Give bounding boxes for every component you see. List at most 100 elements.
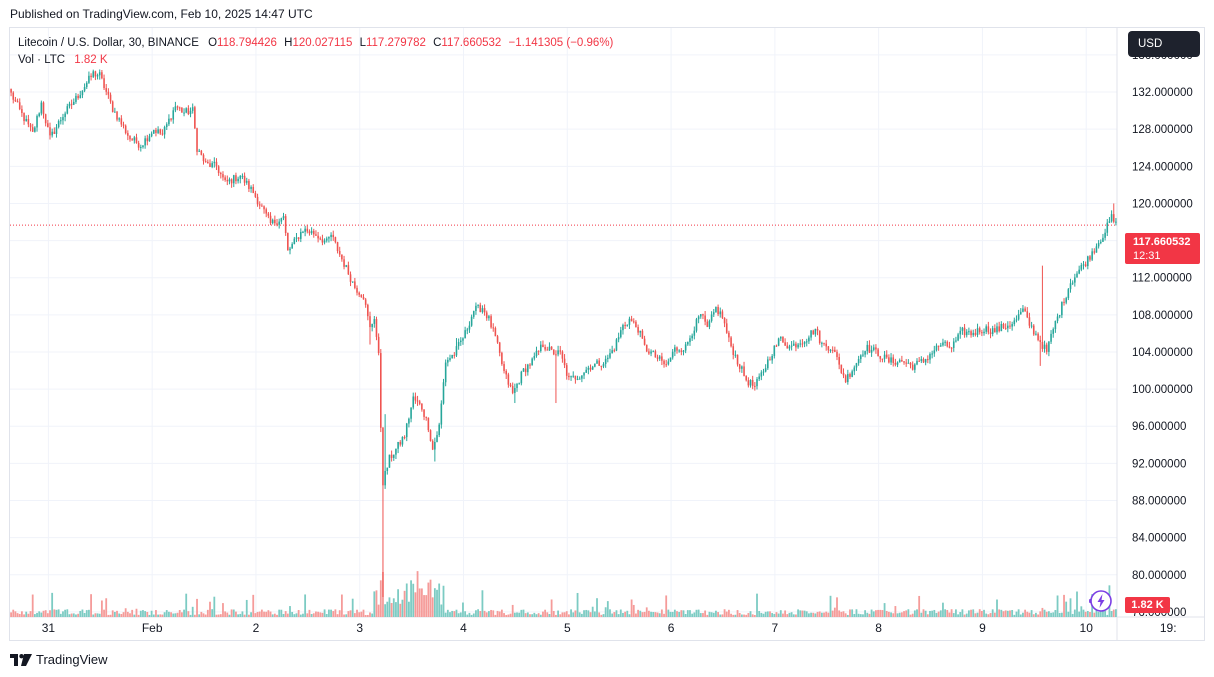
volume-bar xyxy=(879,609,882,617)
candle-body xyxy=(693,330,696,336)
lightning-bolt-icon[interactable] xyxy=(1089,589,1113,613)
x-tick-label: 31 xyxy=(42,621,56,635)
volume-bar xyxy=(952,613,955,617)
volume-bar xyxy=(176,612,179,617)
candle-body xyxy=(1091,251,1093,260)
candle xyxy=(222,171,224,181)
candle xyxy=(507,372,510,388)
candle-body xyxy=(689,338,691,343)
volume-bar xyxy=(905,610,908,617)
candle-body xyxy=(40,102,43,114)
volume-bar xyxy=(578,612,581,617)
volume-bar xyxy=(472,613,475,617)
volume-bar xyxy=(857,613,860,617)
candle xyxy=(654,349,657,358)
candle xyxy=(896,361,899,368)
candle xyxy=(1000,321,1003,332)
candle-body xyxy=(730,337,732,347)
candle-body xyxy=(477,304,479,306)
volume-bar xyxy=(369,612,371,617)
volume-bar xyxy=(710,612,713,617)
candle-body xyxy=(351,281,354,283)
candle xyxy=(708,319,711,330)
volume-bar xyxy=(185,593,188,617)
candle-body xyxy=(914,364,916,370)
candle-body xyxy=(754,385,756,387)
candle xyxy=(914,363,916,373)
tradingview-logo[interactable]: TradingView xyxy=(10,652,108,667)
candle-body xyxy=(518,383,520,385)
volume-bar xyxy=(810,612,812,617)
candle xyxy=(717,304,719,317)
volume-bar xyxy=(963,614,966,617)
candle xyxy=(371,323,373,332)
volume-bar xyxy=(457,613,460,617)
volume-bar xyxy=(10,612,12,617)
candle-body xyxy=(280,218,283,222)
volume-bar xyxy=(546,612,549,617)
volume-bar xyxy=(1115,609,1117,617)
candle-body xyxy=(799,343,802,345)
candle-body xyxy=(55,127,58,134)
candle xyxy=(384,414,386,489)
candle xyxy=(258,201,261,210)
candle-body xyxy=(572,375,575,377)
volume-bar xyxy=(377,604,380,617)
volume-bar xyxy=(771,613,774,617)
candle-body xyxy=(291,244,293,249)
volume-bar xyxy=(1028,612,1031,617)
candle-body xyxy=(408,418,410,424)
volume-bar xyxy=(535,614,538,617)
candle xyxy=(75,93,77,104)
volume-bar xyxy=(198,614,201,617)
volume-bar xyxy=(803,610,806,617)
volume-bar xyxy=(591,606,594,617)
candle-body xyxy=(429,430,432,441)
legend-volume-value: 1.82 K xyxy=(74,54,108,66)
candle xyxy=(395,448,397,460)
candle xyxy=(743,361,745,377)
candle xyxy=(864,350,866,358)
volume-bar xyxy=(749,611,752,617)
candle xyxy=(656,354,659,362)
volume-bar xyxy=(630,599,633,617)
candle-body xyxy=(810,330,812,338)
candle-body xyxy=(362,297,365,300)
volume-bar xyxy=(51,592,54,617)
candle xyxy=(122,121,125,129)
candle-body xyxy=(343,259,345,267)
x-tick-label: 3 xyxy=(356,621,363,635)
candle-body xyxy=(576,378,579,380)
candle xyxy=(803,341,806,348)
candle xyxy=(635,320,637,328)
volume-bar xyxy=(991,609,994,617)
candle xyxy=(767,356,769,370)
candle-body xyxy=(1106,222,1109,233)
currency-button[interactable]: USD xyxy=(1128,31,1200,57)
candle xyxy=(565,362,568,380)
candle-body xyxy=(524,368,527,373)
candle-body xyxy=(220,173,222,175)
candle-body xyxy=(176,106,179,108)
candle xyxy=(472,310,475,319)
volume-bar xyxy=(868,613,871,617)
volume-bar xyxy=(946,609,949,617)
candle xyxy=(200,149,203,156)
volume-bar xyxy=(70,613,73,617)
volume-bar xyxy=(1089,612,1091,617)
candle xyxy=(105,84,108,96)
volume-bar xyxy=(955,609,957,617)
candle xyxy=(170,118,172,122)
candle-body xyxy=(788,346,791,349)
candle-body xyxy=(1084,264,1087,267)
candle-body xyxy=(745,375,747,381)
candle xyxy=(1067,288,1070,301)
candle xyxy=(680,348,683,356)
candle-body xyxy=(663,360,665,365)
volume-bar xyxy=(1058,613,1061,617)
volume-bar xyxy=(258,611,261,617)
candle xyxy=(1115,218,1117,226)
candle xyxy=(459,337,462,346)
volume-bar xyxy=(388,597,391,617)
